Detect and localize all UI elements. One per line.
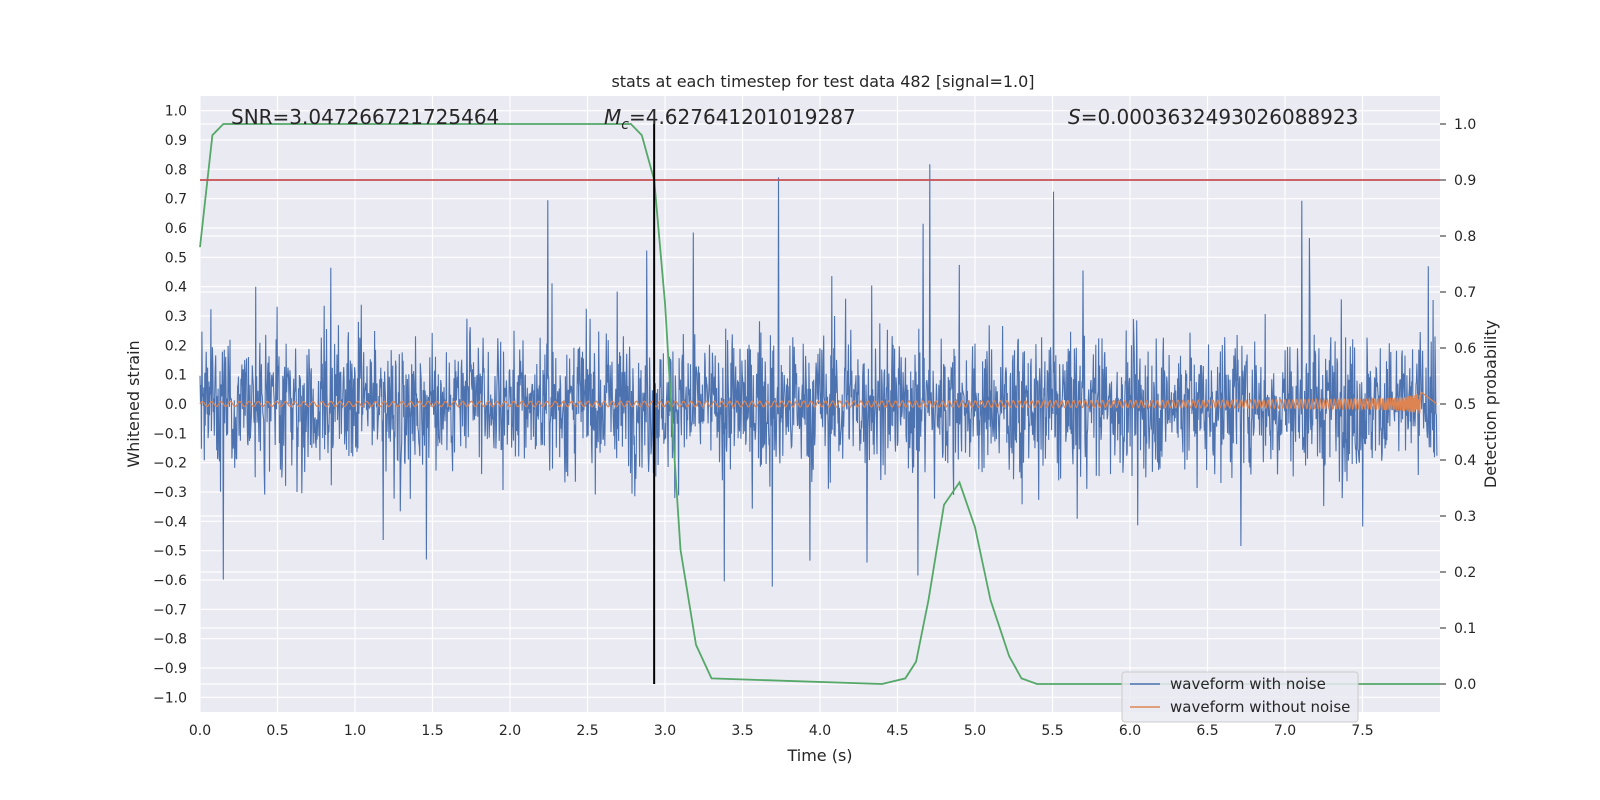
right-y-tick-label: 0.1: [1454, 621, 1476, 637]
left-y-tick-label: 0.1: [165, 368, 187, 384]
x-tick-label: 0.0: [189, 723, 211, 739]
right-y-tick-label: 0.9: [1454, 173, 1476, 189]
s-annotation: S=0.0003632493026088923: [1068, 105, 1358, 129]
right-y-tick-label: 0.5: [1454, 397, 1476, 413]
right-y-tick-label: 0.8: [1454, 229, 1476, 245]
left-y-tick-label: −0.7: [153, 602, 187, 618]
x-tick-label: 4.5: [886, 723, 908, 739]
right-y-tick-label: 0.2: [1454, 565, 1476, 581]
x-tick-label: 2.0: [499, 723, 521, 739]
legend: waveform with noise waveform without noi…: [1121, 671, 1359, 723]
left-y-tick-label: 0.8: [165, 162, 187, 178]
left-y-tick-label: 0.4: [165, 280, 187, 296]
x-tick-label: 6.5: [1196, 723, 1218, 739]
left-y-tick-label: 0.5: [165, 250, 187, 266]
mc-value: =4.627641201019287: [629, 105, 856, 129]
x-tick-label: 3.5: [731, 723, 753, 739]
legend-box: [1121, 671, 1359, 723]
x-axis-ticks: 0.0 0.5 1.0 1.5 2.0 2.5 3.0 3.5 4.0 4.5 5.0 5.5 6.0 6…: [189, 723, 1374, 739]
mc-symbol: M: [604, 105, 621, 129]
x-tick-label: 2.5: [576, 723, 598, 739]
right-y-tick-label: 1.0: [1454, 117, 1476, 133]
s-value: =0.0003632493026088923: [1081, 105, 1359, 129]
left-y-tick-label: 0.6: [165, 221, 187, 237]
left-y-tick-label: 0.2: [165, 338, 187, 354]
left-y-tick-label: −0.5: [153, 544, 187, 560]
left-y-tick-label: 0.3: [165, 309, 187, 325]
series-layer: [199, 123, 1440, 685]
x-tick-label: 3.0: [654, 723, 676, 739]
left-y-tick-label: −0.2: [153, 456, 187, 472]
left-y-tick-label: 0.0: [165, 397, 187, 413]
overlay-layer: [200, 124, 1440, 684]
left-y-tick-label: 1.0: [165, 104, 187, 120]
left-y-tick-label: 0.7: [165, 192, 187, 208]
x-tick-label: 6.0: [1119, 723, 1141, 739]
x-axis-label: Time (s): [786, 746, 852, 765]
right-y-tick-label: 0.0: [1454, 677, 1476, 693]
x-tick-label: 5.0: [964, 723, 986, 739]
right-axis-ticks: 1.0 0.9 0.8 0.7 0.6 0.5 0.4 0.3 0.2 0.1 0.0: [1440, 117, 1476, 693]
x-tick-label: 4.0: [809, 723, 831, 739]
x-tick-label: 1.0: [344, 723, 366, 739]
right-y-tick-label: 0.4: [1454, 453, 1476, 469]
left-y-tick-label: −0.1: [153, 426, 187, 442]
x-tick-label: 0.5: [266, 723, 288, 739]
s-symbol: S: [1068, 105, 1081, 129]
snr-annotation: SNR=3.047266721725464: [231, 105, 499, 129]
right-y-tick-label: 0.7: [1454, 285, 1476, 301]
legend-label-clean: waveform without noise: [1170, 698, 1350, 716]
x-tick-label: 7.0: [1274, 723, 1296, 739]
left-axis-ticks: 1.0 0.9 0.8 0.7 0.6 0.5 0.4 0.3 0.2 0.1 0.0 −0.1 −0.…: [153, 104, 187, 707]
left-y-tick-label: −0.8: [153, 632, 187, 648]
right-y-tick-label: 0.6: [1454, 341, 1476, 357]
chart-title: stats at each timestep for test data 482…: [611, 72, 1034, 91]
left-y-axis-label: Whitened strain: [124, 340, 143, 467]
mc-subscript: c: [621, 117, 629, 133]
x-tick-label: 1.5: [421, 723, 443, 739]
right-y-axis-label: Detection probability: [1481, 320, 1500, 488]
noisy-waveform-line: [199, 164, 1438, 587]
left-y-tick-label: 0.9: [165, 133, 187, 149]
clean-waveform-line: [199, 391, 1438, 414]
x-tick-label: 7.5: [1351, 723, 1373, 739]
mc-annotation: Mc=4.627641201019287: [604, 105, 856, 133]
right-y-tick-label: 0.3: [1454, 509, 1476, 525]
left-y-tick-label: −1.0: [153, 690, 187, 706]
legend-label-noise: waveform with noise: [1170, 675, 1326, 693]
detection-probability-line: [199, 123, 1440, 685]
left-y-tick-label: −0.6: [153, 573, 187, 589]
left-y-tick-label: −0.3: [153, 485, 187, 501]
left-y-tick-label: −0.4: [153, 514, 187, 530]
left-y-tick-label: −0.9: [153, 661, 187, 677]
x-tick-label: 5.5: [1041, 723, 1063, 739]
